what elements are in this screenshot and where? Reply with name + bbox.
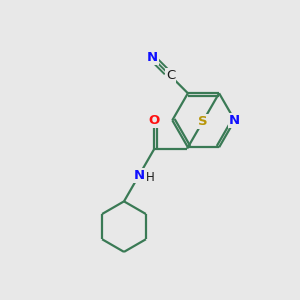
Text: C: C [166,69,175,82]
Text: N: N [133,169,144,182]
Text: N: N [229,114,240,127]
Text: N: N [147,51,158,64]
Text: S: S [198,115,208,128]
Text: H: H [146,171,154,184]
Text: O: O [149,114,160,127]
